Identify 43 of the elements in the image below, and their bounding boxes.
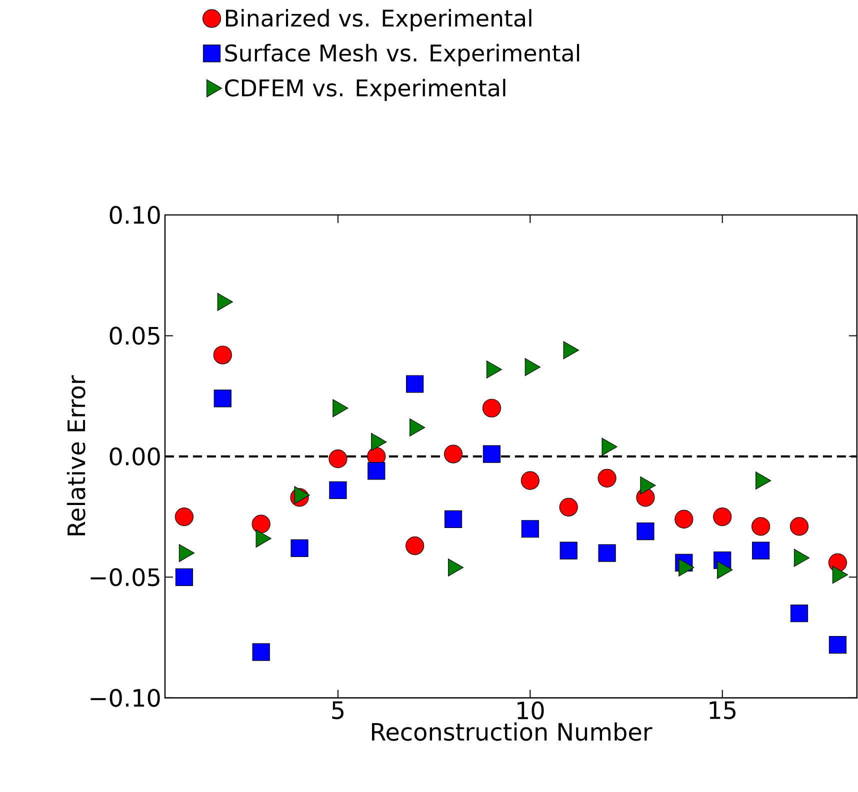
point (406, 375, 424, 393)
point (559, 498, 578, 516)
point (828, 636, 846, 654)
point (252, 514, 270, 534)
y-tick-label: −0.10 (90, 688, 160, 707)
y-tick-label: 0.05 (110, 326, 160, 345)
point (560, 542, 578, 560)
point (444, 510, 462, 528)
x-tick-label: 10 (518, 701, 544, 720)
point (482, 398, 502, 418)
point (790, 517, 809, 536)
point (520, 471, 540, 490)
point (636, 522, 654, 540)
y-tick-label: −0.05 (90, 568, 160, 586)
point (368, 462, 386, 480)
point (521, 520, 539, 538)
y-tick-label: 0.10 (110, 206, 160, 224)
point (752, 542, 770, 560)
point (444, 444, 463, 464)
legend-label: Surface Mesh vs. Experimental (225, 44, 580, 66)
y-axis-title: Relative Error (66, 375, 86, 536)
point (752, 517, 770, 536)
point (598, 468, 616, 488)
point (290, 539, 308, 558)
point (482, 445, 501, 463)
point (328, 450, 348, 468)
legend-label: CDFEM vs. Experimental (225, 78, 506, 102)
point (252, 643, 270, 661)
point (329, 481, 347, 500)
point (175, 568, 193, 586)
point (214, 390, 232, 408)
x-tick-label: 15 (710, 701, 736, 720)
point (674, 510, 694, 529)
point (790, 604, 808, 622)
y-tick-label: 0.00 (110, 447, 160, 466)
point (213, 346, 232, 364)
point (174, 508, 194, 526)
x-axis-title: Reconstruction Number (372, 722, 652, 741)
point (713, 508, 732, 526)
point (598, 544, 616, 562)
legend-label: Binarized vs. Experimental (226, 9, 532, 32)
point (406, 536, 424, 556)
x-tick-label: 5 (332, 701, 344, 720)
